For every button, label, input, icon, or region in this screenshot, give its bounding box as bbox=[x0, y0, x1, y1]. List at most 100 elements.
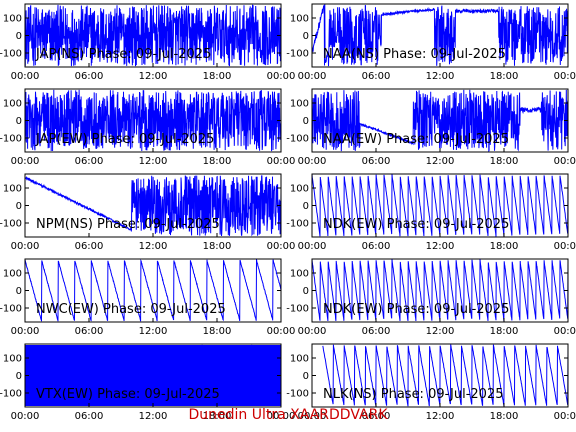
y-tick-label: -100 bbox=[286, 304, 309, 315]
x-tick-label: 00:00 bbox=[267, 156, 296, 167]
phase-panel-6: 100 0 -100 00:00 06:00 12:00 18:00 00:00 NDK(EW)… bbox=[286, 173, 576, 252]
footer-credit: Dunedin Ultra XAARDDVARK bbox=[188, 407, 388, 423]
y-tick-label: -100 bbox=[0, 304, 22, 315]
x-tick-label: 00:00 bbox=[11, 241, 40, 252]
y-tick-label: 0 bbox=[16, 286, 22, 297]
y-tick-label: 0 bbox=[303, 201, 309, 212]
y-tick-label: -100 bbox=[0, 219, 22, 230]
footer: Dunedin Ultra XAARDDVARK bbox=[0, 404, 576, 423]
phase-panel-10: 100 0 -100 00:00 06:00 12:00 18:00 00:00 NLK(NS)… bbox=[286, 343, 576, 422]
panel-title: VTX(EW) Phase: 09-Jul-2025 bbox=[36, 387, 220, 402]
x-tick-label: 00:00 bbox=[298, 326, 327, 337]
x-tick-label: 06:00 bbox=[362, 156, 391, 167]
series-line bbox=[25, 344, 281, 407]
phase-panel-1: 100 0 -100 00:00 06:00 12:00 18:00 00:00 JAP(NS)… bbox=[0, 3, 295, 82]
x-tick-label: 18:00 bbox=[203, 411, 232, 422]
series-line bbox=[25, 89, 281, 152]
x-tick-label: 00:00 bbox=[554, 71, 576, 82]
x-tick-label: 12:00 bbox=[139, 241, 168, 252]
y-tick-label: 100 bbox=[3, 354, 22, 365]
panel-title: JAP(EW) Phase: 09-Jul-2025 bbox=[35, 132, 214, 147]
panel-title: NPM(NS) Phase: 09-Jul-2025 bbox=[36, 217, 220, 232]
x-tick-label: 06:00 bbox=[75, 156, 104, 167]
x-tick-label: 18:00 bbox=[490, 71, 519, 82]
x-tick-label: 00:00 bbox=[554, 241, 576, 252]
series-line bbox=[312, 174, 568, 237]
x-tick-label: 18:00 bbox=[203, 326, 232, 337]
series-line bbox=[312, 259, 568, 322]
y-tick-label: 100 bbox=[290, 184, 309, 195]
panel-title: NWC(EW) Phase: 09-Jul-2025 bbox=[36, 302, 226, 317]
x-tick-label: 00:00 bbox=[11, 71, 40, 82]
y-tick-label: -100 bbox=[0, 389, 22, 400]
y-tick-label: 100 bbox=[3, 269, 22, 280]
x-tick-label: 00:00 bbox=[554, 411, 576, 422]
panel-title: NDK(EW) Phase: 09-Jul-2025 bbox=[323, 217, 509, 232]
phase-panel-4: 100 0 -100 00:00 06:00 12:00 18:00 00:00 NAA(EW)… bbox=[286, 88, 576, 167]
panel-title: NDK(EW) Phase: 09-Jul-2025 bbox=[323, 302, 509, 317]
y-tick-label: 0 bbox=[303, 116, 309, 127]
x-tick-label: 18:00 bbox=[490, 241, 519, 252]
y-tick-label: 100 bbox=[3, 184, 22, 195]
y-tick-label: -100 bbox=[0, 49, 22, 60]
phase-panel-5: 100 0 -100 00:00 06:00 12:00 18:00 00:00 NPM(NS)… bbox=[0, 173, 296, 252]
y-tick-label: 0 bbox=[16, 371, 22, 382]
y-tick-label: 0 bbox=[16, 116, 22, 127]
y-tick-label: 0 bbox=[16, 31, 22, 42]
phase-panel-7: 100 0 -100 00:00 06:00 12:00 18:00 00:00 NWC(EW)… bbox=[0, 258, 296, 337]
x-tick-label: 12:00 bbox=[139, 71, 168, 82]
y-tick-label: 0 bbox=[303, 371, 309, 382]
x-tick-label: 12:00 bbox=[426, 241, 455, 252]
phase-panel-3: 100 0 -100 00:00 06:00 12:00 18:00 00:00 JAP(EW)… bbox=[0, 88, 296, 167]
y-tick-label: 100 bbox=[290, 354, 309, 365]
x-tick-label: 00:00 bbox=[11, 411, 40, 422]
y-tick-label: 0 bbox=[303, 286, 309, 297]
panel-title: NLK(NS) Phase: 09-Jul-2025 bbox=[323, 387, 504, 402]
x-tick-label: 06:00 bbox=[362, 71, 391, 82]
x-tick-label: 00:00 bbox=[267, 241, 296, 252]
x-tick-label: 12:00 bbox=[139, 156, 168, 167]
series-line bbox=[322, 344, 568, 407]
panel-title: JAP(NS) Phase: 09-Jul-2025 bbox=[35, 47, 211, 62]
y-tick-label: -100 bbox=[286, 49, 309, 60]
x-tick-label: 18:00 bbox=[490, 156, 519, 167]
phase-panel-2: 100 0 -100 00:00 06:00 12:00 18:00 00:00 NAA(NS)… bbox=[286, 3, 576, 82]
y-tick-label: 100 bbox=[290, 269, 309, 280]
x-tick-label: 06:00 bbox=[362, 326, 391, 337]
x-tick-label: 12:00 bbox=[139, 411, 168, 422]
x-tick-label: 18:00 bbox=[203, 156, 232, 167]
x-tick-label: 00:00 bbox=[11, 326, 40, 337]
x-tick-label: 12:00 bbox=[426, 411, 455, 422]
series-line bbox=[25, 4, 281, 67]
y-tick-label: -100 bbox=[286, 389, 309, 400]
phase-panel-8: 100 0 -100 00:00 06:00 12:00 18:00 00:00 NDK(EW)… bbox=[286, 258, 576, 337]
x-tick-label: 18:00 bbox=[203, 71, 232, 82]
y-tick-label: 0 bbox=[303, 31, 309, 42]
y-tick-label: -100 bbox=[286, 134, 309, 145]
x-tick-label: 00:00 bbox=[554, 326, 576, 337]
x-tick-label: 00:00 bbox=[267, 326, 296, 337]
y-tick-label: 0 bbox=[16, 201, 22, 212]
x-tick-label: 06:00 bbox=[362, 411, 391, 422]
x-tick-label: 06:00 bbox=[75, 411, 104, 422]
x-tick-label: 00:00 bbox=[298, 241, 327, 252]
x-tick-label: 00:00 bbox=[298, 156, 327, 167]
series-line bbox=[25, 259, 281, 322]
series-line bbox=[312, 89, 568, 152]
x-tick-label: 00:00 bbox=[554, 156, 576, 167]
y-tick-label: 100 bbox=[3, 14, 22, 25]
x-tick-label: 18:00 bbox=[490, 326, 519, 337]
x-tick-label: 00:00 bbox=[11, 156, 40, 167]
y-tick-label: 100 bbox=[290, 99, 309, 110]
x-tick-label: 00:00 bbox=[298, 71, 327, 82]
x-tick-label: 12:00 bbox=[139, 326, 168, 337]
x-tick-label: 06:00 bbox=[75, 326, 104, 337]
x-tick-label: 00:00 bbox=[298, 411, 327, 422]
x-tick-label: 06:00 bbox=[75, 241, 104, 252]
x-tick-label: 12:00 bbox=[426, 156, 455, 167]
x-tick-label: 06:00 bbox=[362, 241, 391, 252]
x-tick-label: 12:00 bbox=[426, 71, 455, 82]
y-tick-label: 100 bbox=[3, 99, 22, 110]
x-tick-label: 18:00 bbox=[203, 241, 232, 252]
